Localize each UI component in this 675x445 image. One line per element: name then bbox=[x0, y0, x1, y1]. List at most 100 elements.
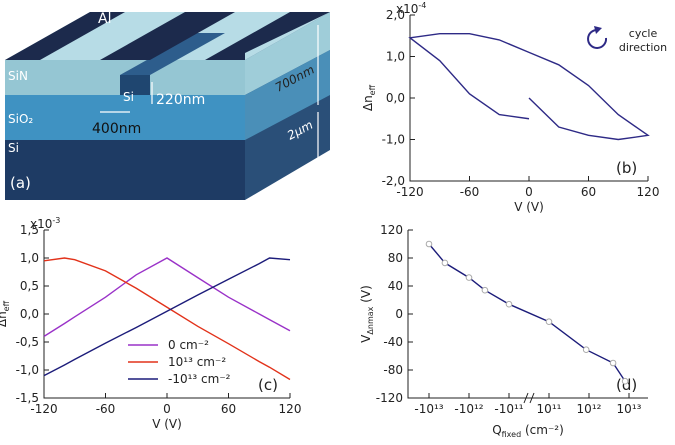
front-sio2 bbox=[5, 95, 245, 140]
axis-title-unit: (cm⁻²) bbox=[525, 423, 564, 437]
label: Si bbox=[8, 141, 19, 155]
al-strip bbox=[100, 12, 235, 60]
axis-title-main: Δn bbox=[0, 311, 9, 327]
x-tick-label: 0 bbox=[525, 185, 533, 199]
y-tick-label: -1,0 bbox=[382, 133, 405, 147]
panel-label: (b) bbox=[616, 159, 637, 177]
point bbox=[505, 300, 513, 308]
axis-break bbox=[523, 392, 535, 404]
x-tick-label: 60 bbox=[581, 185, 596, 199]
annotation: direction bbox=[619, 41, 667, 54]
x-tick-label: 60 bbox=[221, 402, 236, 416]
axis-title-sub: eff bbox=[2, 300, 11, 311]
point bbox=[481, 286, 489, 294]
y-tick-label: 1,5 bbox=[20, 223, 39, 237]
al-strip bbox=[5, 12, 125, 60]
cycle-arrowhead bbox=[594, 26, 602, 34]
y-tick-label: 0,5 bbox=[20, 279, 39, 293]
axis-title-sub: eff bbox=[368, 84, 377, 95]
annotation: cycle bbox=[629, 27, 658, 40]
side-sin bbox=[245, 12, 330, 95]
label: 400nm bbox=[92, 121, 141, 137]
y-multiplier-exp: -4 bbox=[418, 1, 426, 10]
axes bbox=[43, 230, 290, 399]
line bbox=[408, 32, 650, 141]
x-tick-label: 10¹¹ bbox=[537, 402, 562, 416]
axis-title-sub: fixed bbox=[502, 430, 522, 439]
label: Si bbox=[123, 90, 134, 104]
axis-title: V (V) bbox=[514, 200, 544, 214]
cycle-arrow bbox=[587, 28, 608, 49]
axis-title-unit: (V) bbox=[359, 285, 373, 303]
axis-title-main: Q bbox=[492, 423, 501, 437]
axis-title-sub: Δnmax bbox=[366, 306, 375, 334]
point bbox=[425, 240, 433, 248]
x-tick-label: 10¹² bbox=[577, 402, 602, 416]
axis-title: Δneff bbox=[0, 300, 11, 327]
axis-title-main: V (V) bbox=[152, 417, 182, 431]
y-tick-label: 1,0 bbox=[20, 251, 39, 265]
label: 220nm bbox=[156, 92, 205, 108]
label: SiO₂ bbox=[8, 112, 33, 126]
y-tick-label: 1,0 bbox=[386, 50, 405, 64]
point bbox=[441, 259, 449, 267]
point bbox=[621, 377, 629, 385]
y-tick-label: -80 bbox=[383, 363, 403, 377]
waveguide-top bbox=[120, 33, 225, 75]
point bbox=[609, 359, 617, 367]
front-si bbox=[5, 140, 245, 200]
device-diagram: Al SiN Si 220nm SiO₂ 400nm 700nm 2μm Si … bbox=[5, 11, 330, 200]
axis-title: Qfixed (cm⁻²) bbox=[492, 423, 564, 439]
legend-label: 0 cm⁻² bbox=[168, 338, 209, 352]
x-tick-label: 120 bbox=[637, 185, 660, 199]
y-multiplier-base: x10 bbox=[30, 217, 52, 231]
panel-label: (d) bbox=[616, 376, 637, 394]
waveguide-front bbox=[120, 75, 150, 95]
y-tick-label: 120 bbox=[380, 223, 403, 237]
y-multiplier-base: x10 bbox=[396, 2, 418, 16]
y-tick-label: -40 bbox=[383, 335, 403, 349]
y-multiplier-exp: -3 bbox=[52, 216, 60, 225]
axis-title-main: V (V) bbox=[514, 200, 544, 214]
line bbox=[428, 243, 626, 382]
line bbox=[43, 257, 291, 381]
y-tick-label: 40 bbox=[388, 279, 403, 293]
axis-title-main: V bbox=[359, 334, 373, 343]
line bbox=[43, 257, 291, 377]
x-tick-label: -10¹² bbox=[454, 402, 483, 416]
line bbox=[43, 257, 291, 337]
label: SiN bbox=[8, 69, 28, 83]
y-multiplier: x10-3 bbox=[30, 216, 60, 231]
point bbox=[582, 346, 590, 354]
y-multiplier: x10-4 bbox=[396, 1, 426, 16]
y-tick-label: 0,0 bbox=[386, 91, 405, 105]
legend-label: 10¹³ cm⁻² bbox=[168, 355, 226, 369]
point bbox=[465, 274, 473, 281]
y-tick-label: -2,0 bbox=[382, 174, 405, 188]
x-tick-label: -10¹³ bbox=[414, 402, 443, 416]
axis-title-main: Δn bbox=[361, 95, 375, 111]
panel-label: (a) bbox=[10, 174, 31, 192]
axis-title: VΔnmax (V) bbox=[359, 285, 375, 343]
y-tick-label: -1,0 bbox=[16, 363, 39, 377]
x-tick-label: -120 bbox=[30, 402, 57, 416]
axis-title: Δneff bbox=[361, 84, 377, 111]
x-tick-label: -120 bbox=[396, 185, 423, 199]
label: Al bbox=[98, 11, 111, 27]
al-strip bbox=[205, 12, 330, 60]
legend-label: -10¹³ cm⁻² bbox=[168, 372, 231, 386]
x-tick-label: 10¹³ bbox=[617, 402, 642, 416]
panel-label: (c) bbox=[258, 376, 278, 394]
y-tick-label: -0,5 bbox=[16, 335, 39, 349]
y-tick-label: -120 bbox=[376, 391, 403, 405]
axis-title: V (V) bbox=[152, 417, 182, 431]
y-tick-label: 0,0 bbox=[20, 307, 39, 321]
x-tick-label: -10¹¹ bbox=[494, 402, 523, 416]
x-tick-label: 120 bbox=[279, 402, 302, 416]
y-tick-label: 2,0 bbox=[386, 8, 405, 22]
x-tick-label: 0 bbox=[163, 402, 171, 416]
y-tick-label: -1,5 bbox=[16, 391, 39, 405]
y-tick-label: 0 bbox=[395, 307, 403, 321]
x-tick-label: -60 bbox=[96, 402, 116, 416]
